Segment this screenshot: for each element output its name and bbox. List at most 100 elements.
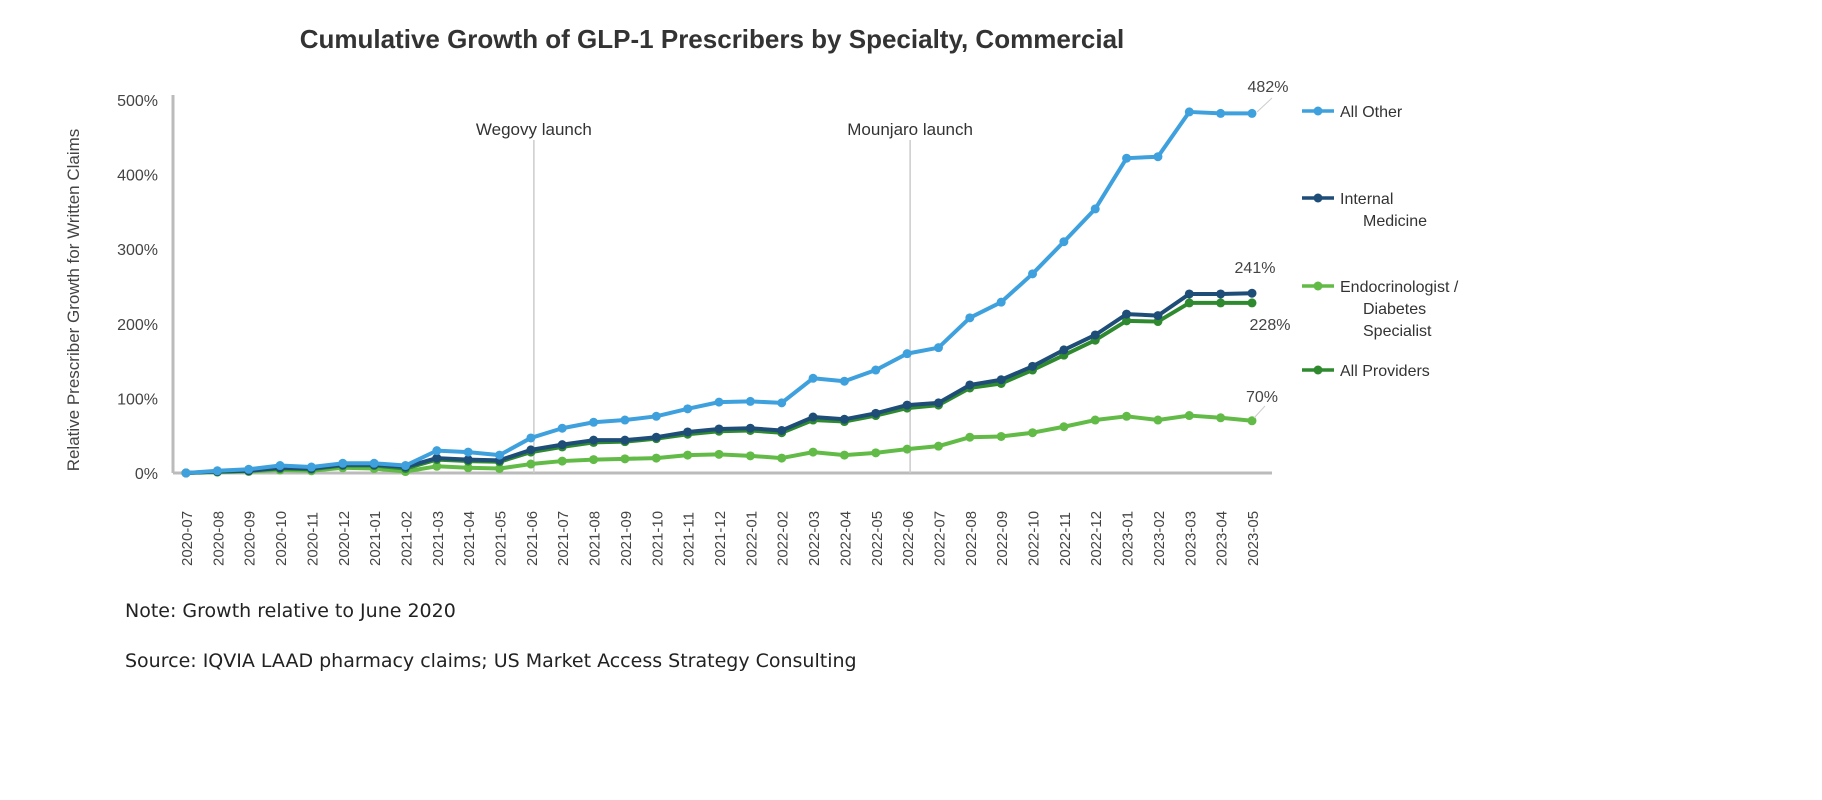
data-point [839, 414, 849, 424]
data-point [1059, 237, 1069, 247]
x-tick-label: 2020-07 [179, 511, 196, 566]
data-point [526, 433, 536, 443]
series-line [185, 300, 1252, 475]
data-point [1028, 269, 1038, 279]
legend-label: Diabetes [1363, 301, 1426, 318]
x-tick-label: 2020-09 [242, 511, 259, 566]
data-point [526, 445, 536, 455]
data-point [526, 459, 536, 469]
data-point [965, 432, 975, 442]
x-tick-label: 2021-06 [524, 511, 541, 566]
data-point [1184, 107, 1194, 117]
x-tick-label: 2023-03 [1182, 511, 1199, 566]
data-point [589, 455, 599, 465]
x-tick-label: 2021-08 [587, 511, 604, 566]
data-point [1090, 330, 1100, 340]
data-point [996, 375, 1006, 385]
legend-label: Medicine [1363, 213, 1427, 230]
x-tick-label: 2021-09 [618, 511, 635, 566]
x-tick-label: 2022-07 [931, 511, 948, 566]
y-tick-label: 400% [117, 168, 158, 185]
data-point [1216, 413, 1226, 423]
data-point [683, 427, 693, 437]
x-tick-label: 2020-08 [210, 511, 227, 566]
legend-label: All Other [1340, 104, 1403, 121]
data-point [996, 431, 1006, 441]
data-point [1122, 316, 1132, 326]
legend-label: All Providers [1340, 363, 1430, 380]
data-point [1122, 309, 1132, 319]
data-point [1028, 361, 1038, 371]
data-point [777, 425, 787, 435]
x-tick-label: 2023-04 [1214, 511, 1231, 566]
data-point [902, 444, 912, 454]
data-point [212, 466, 222, 476]
data-point [683, 404, 693, 414]
data-point [1122, 411, 1132, 421]
x-tick-label: 2021-02 [398, 511, 415, 566]
x-tick-label: 2021-05 [493, 511, 510, 566]
x-tick-label: 2021-03 [430, 511, 447, 566]
data-point [714, 449, 724, 459]
data-point [557, 423, 567, 433]
x-tick-label: 2021-07 [555, 511, 572, 566]
data-point [902, 400, 912, 410]
x-tick-label: 2022-08 [963, 511, 980, 566]
data-point [1153, 152, 1163, 162]
data-point [400, 461, 410, 471]
x-tick-label: 2022-04 [837, 511, 854, 566]
end-value-label: 482% [1248, 79, 1289, 96]
data-point [620, 415, 630, 425]
x-tick-label: 2022-03 [806, 511, 823, 566]
data-point [495, 464, 505, 474]
data-point [714, 397, 724, 407]
end-value-label: 228% [1250, 317, 1291, 334]
data-point [463, 447, 473, 457]
data-point [808, 373, 818, 383]
leader-line [1253, 405, 1266, 419]
y-tick-label: 100% [117, 391, 158, 408]
data-point [902, 349, 912, 359]
data-point [244, 464, 254, 474]
legend-swatch-marker [1313, 106, 1323, 116]
x-tick-label: 2021-04 [461, 511, 478, 566]
data-point [1247, 416, 1257, 426]
data-point [589, 435, 599, 445]
data-point [933, 343, 943, 353]
y-axis-label: Relative Prescriber Growth for Written C… [64, 129, 83, 472]
x-tick-label: 2022-06 [900, 511, 917, 566]
x-tick-label: 2020-10 [273, 511, 290, 566]
launch-annotation: Mounjaro launch [847, 120, 973, 139]
data-point [1059, 422, 1069, 432]
x-tick-label: 2021-11 [681, 512, 698, 566]
data-point [432, 446, 442, 456]
data-point [1216, 298, 1226, 308]
data-point [463, 455, 473, 465]
data-point [369, 458, 379, 468]
x-tick-label: 2023-05 [1245, 511, 1262, 566]
legend-label: Internal [1340, 191, 1393, 208]
data-point [745, 396, 755, 406]
data-point [965, 380, 975, 390]
data-point [557, 456, 567, 466]
x-tick-label: 2021-10 [649, 511, 666, 566]
y-tick-label: 200% [117, 317, 158, 334]
data-point [714, 424, 724, 434]
x-tick-label: 2021-01 [367, 511, 384, 566]
data-point [495, 450, 505, 460]
data-point [777, 398, 787, 408]
x-tick-label: 2020-12 [336, 511, 353, 566]
series-line [185, 291, 1253, 475]
x-tick-label: 2022-02 [775, 511, 792, 566]
data-point [463, 463, 473, 473]
data-point [181, 468, 191, 478]
data-point [432, 453, 442, 463]
data-point [432, 461, 442, 471]
x-tick-label: 2021-12 [712, 511, 729, 566]
data-point [808, 412, 818, 422]
data-point [275, 461, 285, 471]
end-value-label: 70% [1246, 389, 1278, 406]
data-point [745, 451, 755, 461]
data-point [683, 450, 693, 460]
data-point [1184, 411, 1194, 421]
